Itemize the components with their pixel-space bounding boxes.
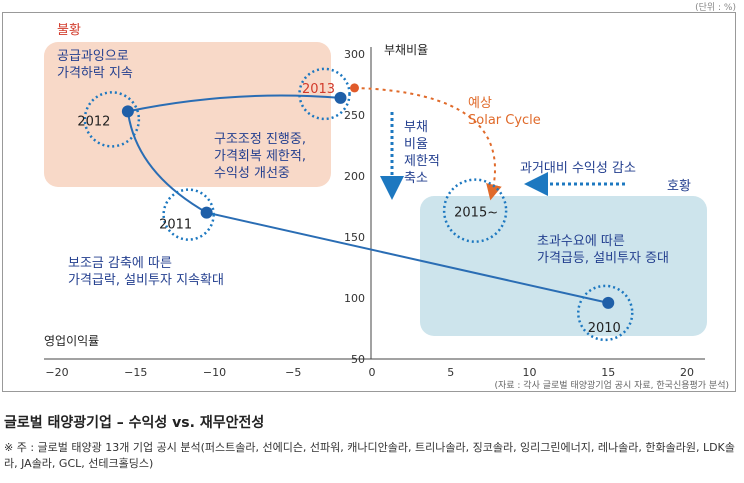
recession-region xyxy=(44,42,331,187)
x-axis-label: 영업이익률 xyxy=(44,334,99,348)
year-ring-2011 xyxy=(162,188,215,241)
x-tick-label: −10 xyxy=(203,366,226,379)
point-label-2013: 2013 xyxy=(302,82,335,97)
x-tick-label: 5 xyxy=(447,366,454,379)
data-point-2012 xyxy=(121,105,134,118)
unit-label: (단위 : %) xyxy=(695,3,736,13)
annotation-restructure: 구조조정 진행중, 가격회복 제한적, 수익성 개선중 xyxy=(214,131,306,181)
annotation-vs-past: 과거대비 수익성 감소 xyxy=(520,161,636,176)
point-label-2011: 2011 xyxy=(159,218,192,233)
figure-title: 글로벌 태양광기업 – 수익성 vs. 재무안전성 xyxy=(4,415,265,431)
annotation-debt-down: 부채 비율 제한적 축소 xyxy=(404,120,440,186)
y-tick-label: 200 xyxy=(344,170,365,183)
data-point-2011 xyxy=(200,206,213,219)
series-line-2012-2013 xyxy=(127,94,341,113)
year-ring-2013 xyxy=(298,67,351,121)
x-tick-label: 20 xyxy=(680,366,694,379)
annotation-forecast: 예상 Solar Cycle xyxy=(468,96,541,128)
forecast-curve xyxy=(354,86,502,201)
data-point-2010 xyxy=(602,296,615,309)
annotation-excess-demand: 초과수요에 따른 가격급등, 설비투자 증대 xyxy=(537,234,669,266)
point-label-2012: 2012 xyxy=(77,114,110,129)
y-axis-label: 부채비율 xyxy=(384,43,428,57)
source-label: (자료 : 각사 글로벌 태양광기업 공시 자료, 한국신용평가 분석) xyxy=(494,379,729,390)
x-tick-label: −15 xyxy=(124,366,147,379)
x-tick-label: −5 xyxy=(285,366,301,379)
boom-region xyxy=(420,196,707,336)
series-line-2010-2012 xyxy=(126,111,609,304)
y-tick-label: 250 xyxy=(344,109,365,122)
point-label-2010: 2010 xyxy=(588,321,621,336)
marker-2013-forecast-start xyxy=(350,83,359,93)
forecast-ring xyxy=(442,178,508,243)
y-tick-label: 100 xyxy=(344,292,365,305)
recession-label: 불황 xyxy=(57,23,81,38)
y-tick-label: 150 xyxy=(344,231,365,244)
x-tick-label: 10 xyxy=(523,366,537,379)
y-tick-label: 50 xyxy=(351,353,365,366)
year-ring-2010 xyxy=(577,284,634,342)
data-point-2013 xyxy=(334,91,347,104)
x-tick-label: 15 xyxy=(601,366,615,379)
year-ring-2012 xyxy=(83,91,141,148)
x-tick-label: −20 xyxy=(45,366,68,379)
boom-label: 호황 xyxy=(667,179,691,194)
y-tick-label: 300 xyxy=(344,48,365,61)
chart-svg: −20 −15 −10 −5 0 5 10 15 20 50 100 150 200 250 300 영업… xyxy=(44,23,729,390)
forecast-label: 2015~ xyxy=(454,206,498,221)
x-tick-label: 0 xyxy=(369,366,376,379)
annotation-subsidy: 보조금 감축에 따른 가격급락, 설비투자 지속확대 xyxy=(68,256,224,288)
footnote: ※ 주 : 글로벌 태양광 13개 기업 공시 분석(퍼스트솔라, 선에디슨, … xyxy=(4,441,735,470)
annotation-oversupply: 공급과잉으로 가격하락 지속 xyxy=(57,49,133,81)
